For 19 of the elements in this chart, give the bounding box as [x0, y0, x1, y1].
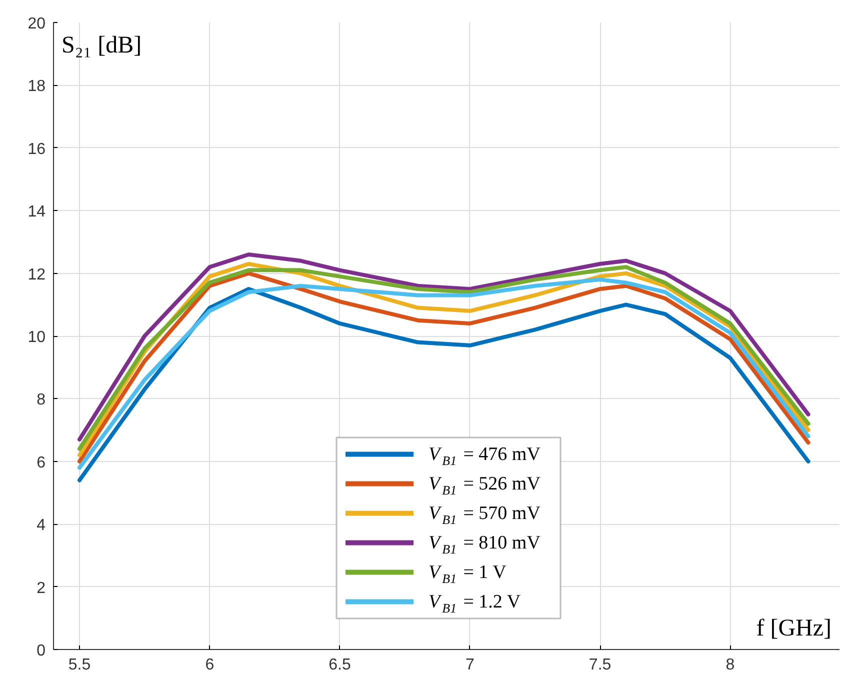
x-tick-label: 5.5	[68, 656, 91, 674]
y-tick-label: 18	[28, 78, 46, 96]
y-tick-label: 2	[36, 580, 46, 597]
y-tick-label: 20	[28, 16, 46, 32]
y-tick-label: 10	[28, 329, 46, 346]
x-tick-label: 6.5	[328, 656, 352, 674]
x-tick-label: 6	[205, 656, 214, 674]
y-tick-label: 16	[28, 140, 46, 158]
y-tick-label: 14	[28, 204, 46, 221]
y-tick-label: 6	[36, 454, 46, 472]
y-tick-label: 0	[36, 642, 46, 660]
y-tick-label: 12	[28, 266, 46, 284]
y-tick-label: 4	[36, 517, 46, 534]
y-axis-title: S₂₁ [dB]	[62, 32, 142, 58]
x-tick-label: 7.5	[588, 656, 612, 674]
y-tick-label: 8	[36, 392, 46, 409]
x-tick-label: 8	[726, 656, 735, 674]
x-tick-label: 7	[465, 656, 474, 674]
x-axis-title: f [GHz]	[756, 616, 832, 642]
